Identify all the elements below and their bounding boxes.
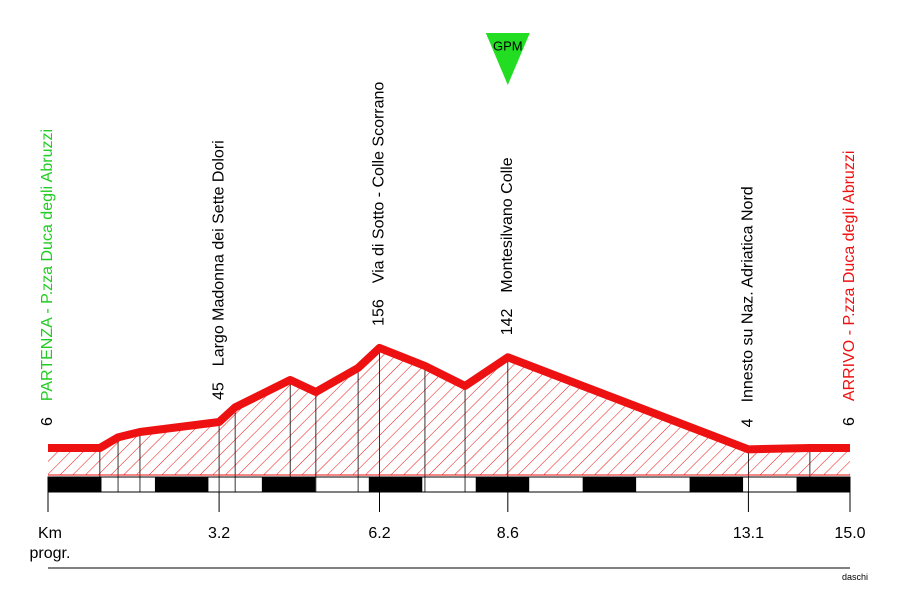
x-tick-label: 3.2 xyxy=(208,525,230,542)
x-tick-label: 6.2 xyxy=(368,525,390,542)
x-axis-label: Km progr. xyxy=(30,525,71,562)
waypoint-name: PARTENZA - P.zza Duca degli Abruzzi xyxy=(39,129,56,401)
waypoint-altitude: 45 xyxy=(210,382,227,400)
climb-marker xyxy=(485,33,530,85)
km-block xyxy=(796,477,850,492)
waypoint-altitude: 142 xyxy=(499,308,516,335)
waypoint-name: Largo Madonna dei Sette Dolori xyxy=(210,140,227,366)
waypoint-name: Montesilvano Colle xyxy=(499,157,516,292)
waypoint-altitude: 6 xyxy=(39,417,56,426)
waypoint-altitude: 6 xyxy=(841,417,858,426)
profile-area xyxy=(48,347,850,475)
km-block xyxy=(261,477,316,492)
waypoint-name: Innesto su Naz. Adriatica Nord xyxy=(740,186,757,402)
km-block xyxy=(48,477,102,492)
km-block xyxy=(475,477,530,492)
km-block xyxy=(154,477,209,492)
x-tick-label: 8.6 xyxy=(497,525,519,542)
km-block xyxy=(368,477,423,492)
km-block xyxy=(689,477,744,492)
profile-line xyxy=(48,343,850,454)
x-tick-label: 13.1 xyxy=(733,525,764,542)
waypoint-altitude: 4 xyxy=(740,418,757,427)
waypoint-name: Via di Sotto - Colle Scorrano xyxy=(371,82,388,284)
km-block xyxy=(582,477,637,492)
climb-label: GPM xyxy=(493,38,523,53)
x-tick-label: 15.0 xyxy=(834,525,865,542)
waypoint-altitude: 156 xyxy=(371,299,388,326)
waypoint-name: ARRIVO - P.zza Duca degli Abruzzi xyxy=(841,151,858,401)
credit: daschi xyxy=(842,572,868,582)
